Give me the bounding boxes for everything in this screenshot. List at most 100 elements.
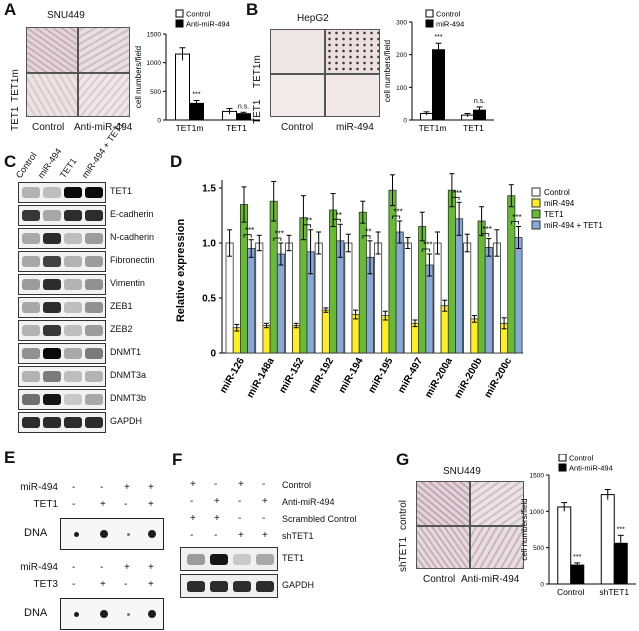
band-ZEB2-3 [85, 325, 103, 336]
bar-miR-200c-Control [492, 242, 501, 354]
panel-g-image-2 [470, 481, 524, 526]
blot-row-Fibronectin [18, 251, 106, 272]
band-GAPDH-0 [22, 417, 40, 428]
x-tick-label-miR-152: miR-152 [277, 356, 306, 396]
band-GAPDH-2 [233, 581, 251, 592]
sign-Control-2: + [238, 479, 244, 490]
band-GAPDH-3 [256, 581, 274, 592]
bar-miR-126-miR-494 + TET1 [247, 248, 256, 354]
band-TET1-3 [256, 554, 274, 565]
panel-g-col-label-1: Control [423, 574, 456, 585]
dna-label-1: DNA [24, 527, 48, 539]
band-ZEB1-0 [22, 302, 40, 313]
significance-miR-148a: *** [275, 230, 284, 239]
bar-miR-200a-TET1 [447, 189, 456, 354]
band-GAPDH-0 [187, 581, 205, 592]
x-tick-label-shTET1: shTET1 [599, 587, 629, 597]
band-TET1-3 [85, 187, 103, 198]
y-tick-label-3: 1500 [530, 473, 545, 480]
sign-Scrambled Control-1: + [214, 513, 220, 524]
significance-TET1: n.s. [238, 103, 249, 110]
panel-b-chart: 0 100 200 300 cell numbers/field *** TET1m n.s.… [383, 9, 494, 133]
panel-b-image-3 [270, 74, 325, 117]
sign-TET1-3: + [148, 499, 154, 510]
sign-Scrambled Control-2: - [238, 513, 242, 524]
significance-Control: *** [573, 554, 581, 561]
blot-label-N-cadherin: N-cadherin [110, 232, 155, 242]
band-GAPDH-1 [43, 417, 61, 428]
legend-swatch-1 [425, 19, 434, 28]
sign-miR-494-0: - [72, 562, 76, 573]
blot-label-ZEB1: ZEB1 [110, 301, 133, 311]
significance-TET1m: *** [434, 34, 442, 41]
y-axis-label: cell numbers/field [134, 46, 143, 108]
band-Vimentin-2 [64, 279, 82, 290]
dot-blot-membrane-1 [60, 518, 164, 550]
sign-shTET1-3: + [262, 530, 268, 541]
sign-Scrambled Control-0: + [190, 513, 196, 524]
band-DNMT1-2 [64, 348, 82, 359]
dot-1-0 [73, 531, 79, 537]
sign-row-label-TET3: TET3 [33, 579, 58, 590]
dna-label-2: DNA [24, 607, 48, 619]
significance-bracket-miR-200b [481, 233, 490, 237]
legend-swatch-3 [531, 220, 541, 230]
band-DNMT1-1 [43, 348, 61, 359]
legend-label-2: TET1 [544, 210, 564, 219]
dot-2-2 [126, 612, 130, 616]
blot-row-TET1 [18, 182, 106, 203]
sign-miR-494-3: + [148, 562, 154, 573]
band-TET1-2 [233, 554, 251, 565]
legend-swatch-1 [558, 463, 567, 472]
band-GAPDH-2 [64, 417, 82, 428]
y-tick-label-1: 0.5 [202, 294, 216, 305]
sign-row-label-Anti-miR-494: Anti-miR-494 [282, 497, 335, 507]
panel-a-micrograph [26, 27, 130, 117]
band-GAPDH-3 [85, 417, 103, 428]
panel-b-micrograph [270, 29, 380, 117]
blot-row-GAPDH [18, 412, 106, 433]
band-ZEB2-2 [64, 325, 82, 336]
legend-label-1: Anti-miR-494 [186, 20, 230, 29]
panel-b-col-label-2: miR-494 [336, 122, 374, 133]
band-ZEB2-0 [22, 325, 40, 336]
bar-miR-195-miR-494 + TET1 [395, 231, 404, 354]
significance-TET1: n.s. [474, 98, 485, 105]
band-DNMT1-0 [22, 348, 40, 359]
panel-g-col-label-2: Anti-miR-494 [461, 574, 520, 585]
sign-Scrambled Control-3: - [262, 513, 266, 524]
legend-label-0: Control [436, 10, 461, 19]
bar-miR-126-Control [225, 242, 234, 354]
sign-miR-494-1: - [100, 562, 104, 573]
bar-miR-200c-miR-494 + TET1 [514, 237, 523, 354]
panel-a-image-2 [78, 27, 130, 73]
significance-bracket-miR-192 [332, 218, 341, 223]
bar-miR-152-Control [285, 242, 294, 354]
legend-swatch-1 [175, 19, 184, 28]
x-tick-label-miR-200b: miR-200b [453, 356, 485, 400]
sign-Anti-miR-494-3: + [262, 496, 268, 507]
panel-c-letter: C [4, 152, 17, 171]
panel-b-col-label-1: Control [281, 122, 314, 133]
panel-a-image-3 [26, 73, 78, 117]
x-tick-label-miR-148a: miR-148a [245, 356, 277, 400]
bar-shTET1-Control [600, 494, 615, 585]
y-tick-label-2: 1000 [530, 509, 545, 516]
sign-row-label-shTET1: shTET1 [282, 531, 314, 541]
dot-2-1 [100, 610, 108, 618]
blot-row-DNMT3a [18, 366, 106, 387]
y-tick-label-3: 1500 [147, 32, 162, 39]
sign-Control-0: + [190, 479, 196, 490]
panel-g-chart: 0 500 1000 1500 cell numbers/field *** Control… [520, 454, 636, 597]
panel-a-image-4 [78, 73, 130, 117]
y-tick-label-1: 500 [533, 545, 544, 552]
band-TET1-0 [187, 554, 205, 565]
bar-miR-200b-miR-494 + TET1 [484, 247, 493, 354]
legend-swatch-0 [558, 454, 567, 462]
x-tick-label-miR-194: miR-194 [337, 356, 366, 396]
panel-f-letter: F [172, 450, 183, 469]
band-E-cadherin-3 [85, 210, 103, 221]
legend-label-0: Control [569, 454, 594, 463]
panel-a-title: SNU449 [47, 10, 85, 21]
band-ZEB1-2 [64, 302, 82, 313]
